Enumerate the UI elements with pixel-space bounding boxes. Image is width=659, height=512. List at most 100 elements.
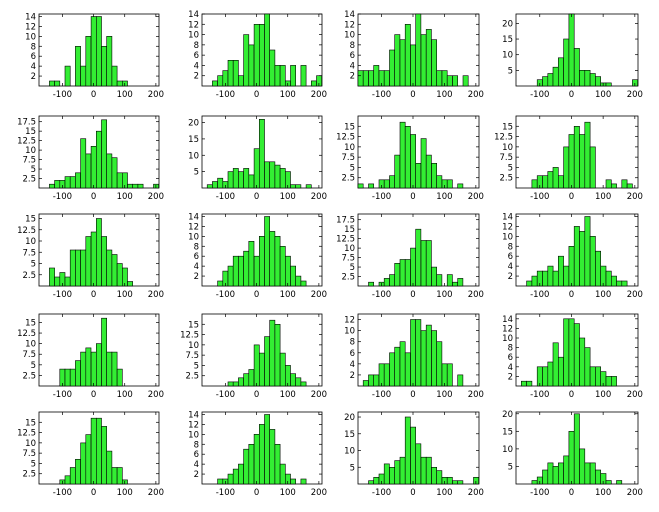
histogram-bar <box>595 469 602 485</box>
y-tick-label: 15 <box>25 418 36 428</box>
histogram-bar <box>436 470 443 485</box>
histogram-bar <box>75 360 81 387</box>
histogram-bar <box>547 73 554 87</box>
y-tick-label: 12 <box>502 324 513 334</box>
y-tick-label: 2 <box>194 72 199 82</box>
y-tick-label: 4 <box>194 460 199 470</box>
y-tick-label: 12 <box>188 420 199 430</box>
histogram-bar <box>232 168 239 189</box>
x-tick-label: 200 <box>468 192 484 202</box>
y-tick-label: 12 <box>344 316 355 326</box>
histogram-bar <box>404 352 411 387</box>
histogram-bar <box>64 276 71 287</box>
histogram-bar <box>357 183 364 189</box>
histogram-bar <box>264 161 270 189</box>
histogram-bar <box>217 177 224 189</box>
histogram-bar <box>579 70 586 87</box>
x-tick-label: -100 <box>372 390 391 400</box>
histogram-bar <box>415 13 422 87</box>
histogram-bar <box>295 275 302 287</box>
x-tick-label: 100 <box>436 290 452 300</box>
histogram-bar <box>305 184 312 189</box>
histogram-bar <box>243 250 250 287</box>
histogram-bar <box>290 373 296 387</box>
histogram-bar <box>274 164 281 189</box>
y-tick-label: 2.5 <box>341 273 355 283</box>
y-tick-label: 12 <box>502 222 513 232</box>
x-tick-label: 0 <box>91 290 96 300</box>
x-tick-label: -100 <box>216 290 235 300</box>
x-tick-label: 200 <box>311 390 327 400</box>
histogram-bar <box>253 344 260 387</box>
histogram-bar <box>253 23 260 87</box>
histogram-bar <box>217 478 224 485</box>
histogram-bar <box>116 467 123 485</box>
y-tick-label: 14 <box>502 212 513 222</box>
y-tick-label: 17.5 <box>17 118 36 128</box>
y-tick-label: 15 <box>25 215 36 225</box>
histogram-bar <box>75 45 81 87</box>
histogram-bar <box>563 146 570 189</box>
y-tick-label: 2.5 <box>499 174 513 184</box>
histogram-bar <box>69 249 76 287</box>
y-tick-label: 12 <box>188 20 199 30</box>
x-tick-label: 100 <box>436 90 452 100</box>
histogram-bar <box>425 29 432 87</box>
histogram-bar <box>300 478 307 485</box>
histogram-bar <box>368 183 374 189</box>
histogram-bar <box>253 148 260 189</box>
histogram-bar <box>394 262 401 287</box>
histogram-bar <box>258 424 265 485</box>
histogram-bar <box>557 462 564 485</box>
x-tick-label: -100 <box>530 390 549 400</box>
histogram-bar <box>238 463 244 485</box>
y-tick-label: 14 <box>188 410 199 420</box>
histogram-bar <box>238 377 244 387</box>
x-tick-label: 0 <box>569 192 574 202</box>
y-tick-label: 12.5 <box>17 137 36 147</box>
histogram-bar <box>243 168 250 189</box>
y-tick-label: 8 <box>508 344 513 354</box>
histogram-bar <box>258 23 265 87</box>
y-tick-label: 4 <box>194 61 199 71</box>
histogram-bar <box>69 368 76 387</box>
x-tick-label: 0 <box>91 390 96 400</box>
y-tick-label: 2.5 <box>22 371 36 381</box>
y-tick-label: 10 <box>344 31 355 41</box>
histogram-bar <box>557 175 564 189</box>
histogram-bar <box>446 363 453 387</box>
histogram-bar <box>96 130 102 189</box>
histogram-bar <box>269 429 276 485</box>
histogram-bar <box>399 341 406 387</box>
histogram-bar <box>568 134 575 189</box>
histogram-bar <box>232 255 239 287</box>
y-tick-label: 2.5 <box>185 372 199 382</box>
histogram-bar <box>389 49 395 87</box>
histogram-bar <box>605 480 612 485</box>
histogram-bar <box>579 134 586 189</box>
y-tick-label: 2 <box>31 72 36 82</box>
y-tick-label: 15 <box>344 225 355 235</box>
y-tick-label: 12.5 <box>17 429 36 439</box>
x-tick-label: 0 <box>410 90 415 100</box>
histogram-bar <box>101 45 107 87</box>
y-tick-label: 5 <box>508 66 513 76</box>
y-tick-label: 2 <box>350 72 355 82</box>
x-tick-label: 200 <box>627 90 643 100</box>
x-tick-label: -100 <box>53 90 72 100</box>
x-tick-label: 200 <box>148 90 164 100</box>
y-tick-label: 10 <box>502 334 513 344</box>
y-tick-label: 12.5 <box>336 235 355 245</box>
histogram-bar <box>568 246 575 287</box>
histogram-bar <box>531 480 538 485</box>
histogram-bar <box>64 176 71 189</box>
x-tick-label: 100 <box>595 390 611 400</box>
x-tick-label: 0 <box>410 290 415 300</box>
histogram-bar <box>258 352 265 387</box>
histogram-bar <box>127 281 133 287</box>
x-tick-label: 0 <box>91 90 96 100</box>
x-tick-label: 200 <box>311 192 327 202</box>
histogram-bar <box>425 324 432 387</box>
